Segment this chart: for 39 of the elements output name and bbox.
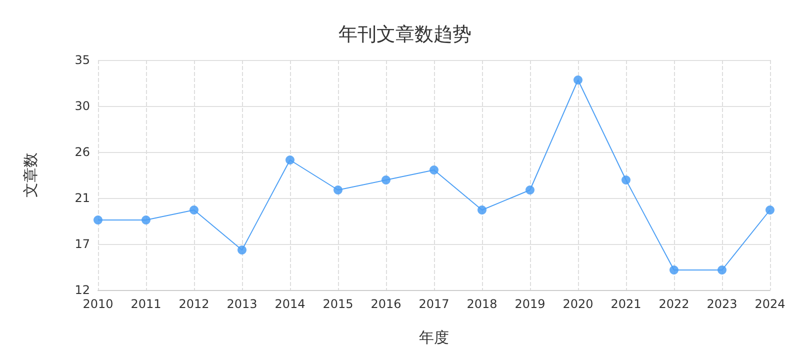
y-tick-label: 26 xyxy=(74,145,90,159)
x-tick-label: 2019 xyxy=(514,297,546,311)
x-tick-label: 2022 xyxy=(658,297,690,311)
point xyxy=(574,76,582,84)
x-tick-label: 2015 xyxy=(322,297,354,311)
chart-title: 年刊文章数趋势 xyxy=(338,24,472,46)
point xyxy=(526,186,534,194)
y-tick-label: 35 xyxy=(74,53,90,67)
y-tick-label: 21 xyxy=(74,191,90,205)
point xyxy=(718,266,726,274)
x-axis-title: 年度 xyxy=(419,328,449,346)
point xyxy=(622,176,630,184)
x-tick-label: 2018 xyxy=(466,297,498,311)
x-tick-label: 2021 xyxy=(610,297,642,311)
point xyxy=(142,216,150,224)
x-tick-label: 2016 xyxy=(370,297,402,311)
point xyxy=(286,156,294,164)
x-tick-label: 2020 xyxy=(562,297,594,311)
x-tick-label: 2011 xyxy=(130,297,162,311)
point xyxy=(670,266,678,274)
x-tick-label: 2013 xyxy=(226,297,258,311)
y-tick-label: 12 xyxy=(74,283,90,297)
point xyxy=(190,206,198,214)
x-tick-label: 2010 xyxy=(82,297,114,311)
y-tick-label: 17 xyxy=(74,237,90,251)
point xyxy=(766,206,774,214)
x-tick-label: 2017 xyxy=(418,297,450,311)
x-tick-label: 2024 xyxy=(754,297,786,311)
y-axis-title: 文章数 xyxy=(22,152,40,198)
x-tick-label: 2012 xyxy=(178,297,210,311)
point xyxy=(238,246,246,254)
y-tick-label: 30 xyxy=(74,99,90,113)
point xyxy=(430,166,438,174)
point xyxy=(478,206,486,214)
x-tick-label: 2023 xyxy=(706,297,738,311)
x-tick-label: 2014 xyxy=(274,297,306,311)
point xyxy=(382,176,390,184)
point xyxy=(94,216,102,224)
point xyxy=(334,186,342,194)
